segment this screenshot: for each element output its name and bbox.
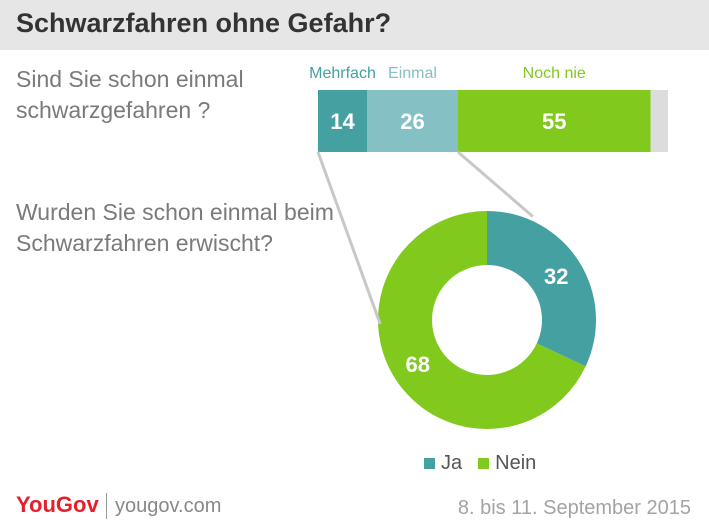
footer-divider [106, 493, 107, 519]
bar-segment-3 [458, 90, 651, 152]
question-1: Sind Sie schon einmal schwarzgefahren ? [16, 66, 244, 123]
bar-segment-1 [318, 90, 367, 152]
legend-label-nein: Nein [495, 452, 537, 474]
legend: Ja Nein [424, 452, 536, 475]
footer-date: 8. bis 11. September 2015 [457, 497, 691, 519]
title-bar: Schwarzfahren ohne Gefahr? [0, 0, 709, 50]
bar-category-3: Noch nie [523, 65, 586, 82]
bar-value-1: 14 [330, 109, 355, 134]
bar-segment-remainder [650, 90, 668, 152]
connector-line-left [316, 151, 382, 325]
bar-category-1: Mehrfach [309, 65, 376, 82]
donut-slice-nein [378, 211, 586, 429]
legend-item-nein: Nein [478, 452, 536, 475]
legend-label-ja: Ja [441, 452, 463, 474]
donut-value-nein: 68 [406, 352, 430, 377]
chart-title: Schwarzfahren ohne Gefahr? [16, 8, 392, 38]
legend-swatch-nein [478, 458, 490, 469]
bar-value-3: 55 [542, 109, 566, 134]
connector-line-right [457, 150, 534, 218]
legend-swatch-ja [424, 458, 435, 469]
bar-value-2: 26 [400, 109, 424, 134]
donut-value-ja: 32 [544, 264, 568, 289]
donut-slice-ja [487, 211, 596, 367]
bar-segment-2 [367, 90, 458, 152]
bar-category-2: Einmal [388, 65, 437, 82]
footer-site[interactable]: yougov.com [115, 495, 222, 517]
yougov-logo: YouGov [16, 492, 99, 517]
legend-item-ja: Ja [424, 452, 462, 475]
question-2: Wurden Sie schon einmal beim Schwarzfahr… [16, 199, 334, 256]
